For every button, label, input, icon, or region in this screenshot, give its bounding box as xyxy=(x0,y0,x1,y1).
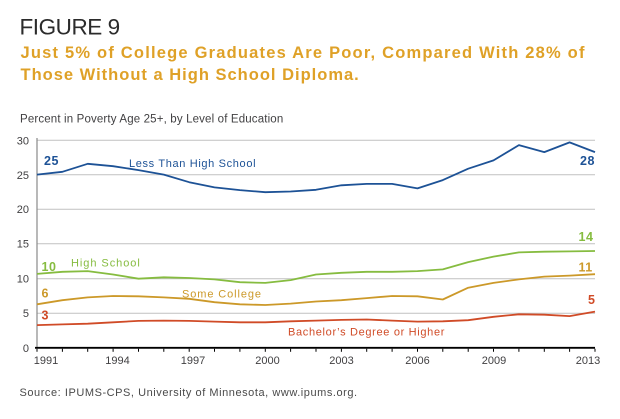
svg-text:Source: IPUMS-CPS, University: Source: IPUMS-CPS, University of Minneso… xyxy=(20,387,358,399)
svg-text:0: 0 xyxy=(23,343,29,355)
svg-text:2000: 2000 xyxy=(255,355,279,367)
svg-text:Those Without a High School Di: Those Without a High School Diploma. xyxy=(21,66,360,84)
svg-text:2013: 2013 xyxy=(576,355,600,367)
svg-text:1997: 1997 xyxy=(181,355,205,367)
svg-text:Percent in Poverty Age 25+, by: Percent in Poverty Age 25+, by Level of … xyxy=(20,114,283,126)
svg-text:Just 5% of College Graduates A: Just 5% of College Graduates Are Poor, C… xyxy=(21,44,586,62)
svg-text:15: 15 xyxy=(17,239,29,251)
svg-text:High School: High School xyxy=(71,258,141,270)
svg-text:25: 25 xyxy=(44,154,59,168)
svg-text:3: 3 xyxy=(42,309,49,323)
svg-text:28: 28 xyxy=(580,154,595,168)
svg-text:Less Than High School: Less Than High School xyxy=(129,158,256,170)
svg-text:5: 5 xyxy=(23,308,29,320)
svg-text:1991: 1991 xyxy=(34,355,58,367)
svg-text:5: 5 xyxy=(588,293,595,307)
svg-text:20: 20 xyxy=(17,204,29,216)
svg-text:Some College: Some College xyxy=(182,289,262,301)
svg-text:Bachelor’s Degree or Higher: Bachelor’s Degree or Higher xyxy=(288,327,445,339)
svg-text:10: 10 xyxy=(42,260,57,274)
svg-text:6: 6 xyxy=(42,287,49,301)
svg-text:2006: 2006 xyxy=(405,355,429,367)
svg-text:25: 25 xyxy=(17,170,29,182)
svg-text:10: 10 xyxy=(17,274,29,286)
svg-text:30: 30 xyxy=(17,135,29,147)
svg-text:FIGURE 9: FIGURE 9 xyxy=(20,15,120,40)
svg-text:2009: 2009 xyxy=(482,355,506,367)
svg-text:11: 11 xyxy=(579,261,593,275)
svg-text:2003: 2003 xyxy=(329,355,353,367)
svg-text:14: 14 xyxy=(579,230,594,244)
svg-text:1994: 1994 xyxy=(105,355,129,367)
